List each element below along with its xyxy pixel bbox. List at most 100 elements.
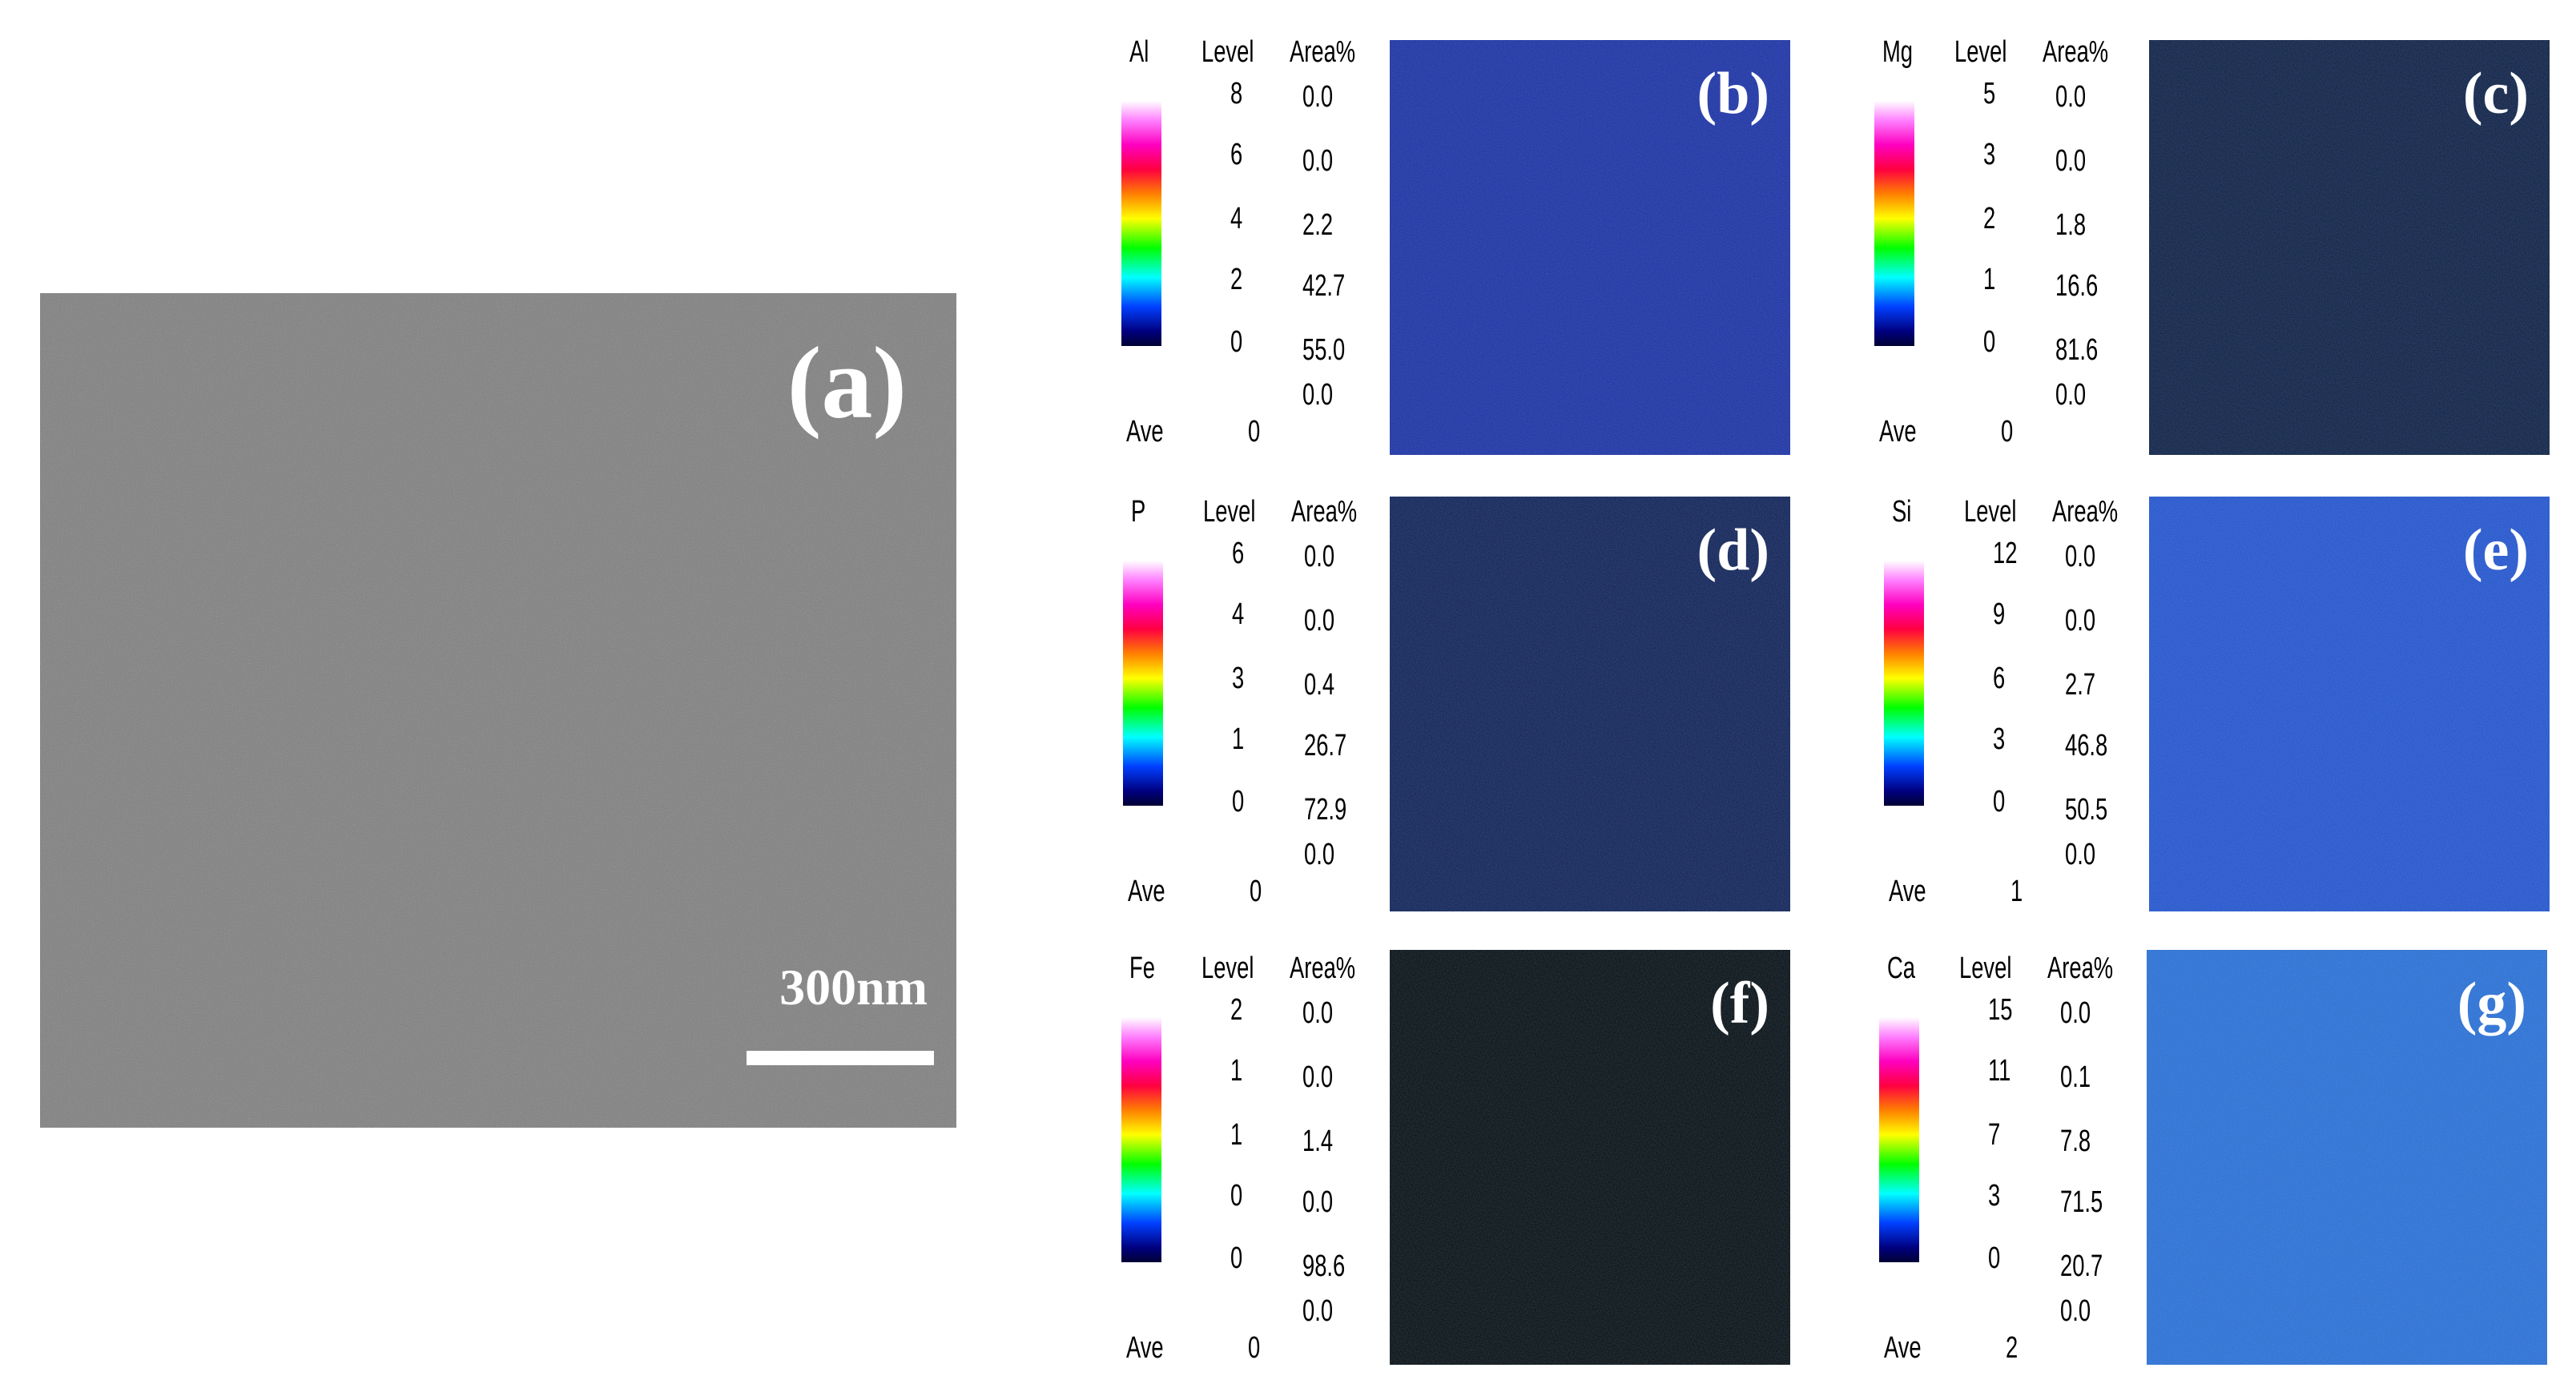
element-map-fe: (f): [1390, 950, 1790, 1365]
legend-mg: Mg Level Area% 5 3 2 1 0 0.0 0.0 1.8 16.6 81.6 0.0 Ave…: [1850, 37, 2123, 458]
element-map-al: (b): [1390, 40, 1790, 455]
panel-label: (d): [1697, 517, 1769, 583]
level-value: 9: [1993, 597, 2006, 631]
legend-si: Si Level Area% 12 9 6 3 0 0.0 0.0 2.7 46.8 50.5 0.0 Av…: [1860, 497, 2132, 918]
area-header: Area%: [1290, 35, 1356, 69]
area-value: 1.8: [2055, 208, 2087, 242]
element-map-mg: (c): [2149, 40, 2550, 455]
ave-value: 0: [2001, 415, 2014, 449]
element-name: Si: [1892, 495, 1912, 529]
level-value: 11: [1988, 1054, 2011, 1088]
level-value: 3: [1983, 138, 1996, 171]
level-value: 2: [1230, 993, 1243, 1027]
legend-p: P Level Area% 6 4 3 1 0 0.0 0.0 0.4 26.7 72.9 0.0 Ave 0: [1099, 497, 1371, 918]
area-header: Area%: [2043, 35, 2109, 69]
area-value: 0.0: [1302, 1294, 1334, 1328]
map-texture: [2149, 40, 2550, 455]
area-value: 0.0: [1304, 540, 1335, 573]
level-value: 7: [1988, 1118, 2001, 1152]
element-map-p: (d): [1390, 497, 1790, 911]
area-value: 0.0: [1302, 1185, 1334, 1219]
sem-texture: [40, 293, 956, 1128]
ave-label: Ave: [1884, 1331, 1922, 1365]
area-value: 71.5: [2060, 1185, 2103, 1219]
map-texture: [1390, 950, 1790, 1365]
level-value: 0: [1230, 1241, 1243, 1275]
area-value: 0.4: [1304, 668, 1335, 702]
area-value: 16.6: [2055, 269, 2099, 303]
level-value: 6: [1232, 537, 1245, 570]
level-value: 3: [1988, 1179, 2001, 1213]
legend-al: Al Level Area% 8 6 4 2 0 0.0 0.0 2.2 42.7 55.0 0.0 Ave…: [1097, 37, 1370, 458]
level-value: 1: [1232, 722, 1245, 756]
element-map-ca: (g): [2147, 950, 2547, 1365]
scale-bar: [747, 1051, 934, 1065]
area-value: 0.0: [2060, 996, 2091, 1030]
map-texture: [2147, 950, 2547, 1365]
area-header: Area%: [2052, 495, 2119, 529]
area-value: 0.1: [2060, 1060, 2091, 1094]
element-name: Mg: [1882, 35, 1914, 69]
level-value: 5: [1983, 77, 1996, 111]
color-scale-bar: [1874, 101, 1914, 346]
area-value: 7.8: [2060, 1124, 2091, 1158]
ave-value: 0: [1248, 1331, 1261, 1365]
color-scale-bar: [1879, 1017, 1919, 1262]
area-header: Area%: [1291, 495, 1358, 529]
level-value: 3: [1993, 722, 2006, 756]
area-value: 0.0: [2065, 540, 2096, 573]
level-header: Level: [1203, 495, 1256, 529]
element-map-si: (e): [2149, 497, 2550, 911]
area-value: 0.0: [1304, 838, 1335, 871]
ave-label: Ave: [1128, 875, 1165, 908]
element-name: Fe: [1129, 951, 1155, 985]
area-value: 0.0: [1302, 1060, 1334, 1094]
level-value: 0: [1232, 785, 1245, 819]
area-value: 2.7: [2065, 668, 2096, 702]
map-texture: [1390, 497, 1790, 911]
element-name: P: [1131, 495, 1146, 529]
level-header: Level: [1959, 951, 2012, 985]
level-value: 0: [1983, 325, 1996, 359]
level-value: 0: [1993, 785, 2006, 819]
level-value: 15: [1988, 993, 2013, 1027]
level-value: 0: [1988, 1241, 2001, 1275]
area-value: 0.0: [1302, 996, 1334, 1030]
level-header: Level: [1964, 495, 2017, 529]
ave-value: 0: [1248, 415, 1261, 449]
scale-bar-label: 300nm: [779, 959, 928, 1016]
level-value: 2: [1983, 202, 1996, 235]
level-value: 1: [1230, 1118, 1243, 1152]
area-value: 0.0: [2055, 80, 2087, 114]
ave-value: 0: [1250, 875, 1262, 908]
area-value: 98.6: [1302, 1249, 1346, 1283]
level-value: 4: [1232, 597, 1245, 631]
level-value: 1: [1983, 263, 1996, 296]
sem-image: (a) 300nm: [40, 293, 956, 1128]
ave-label: Ave: [1126, 1331, 1164, 1365]
panel-label-a: (a): [787, 326, 907, 440]
area-value: 0.0: [1302, 144, 1334, 178]
area-value: 46.8: [2065, 729, 2108, 762]
level-header: Level: [1954, 35, 2007, 69]
legend-ca: Ca Level Area% 15 11 7 3 0 0.0 0.1 7.8 71.5 20.7 0.0 A…: [1855, 953, 2127, 1374]
level-value: 0: [1230, 1179, 1243, 1213]
area-value: 0.0: [2055, 144, 2087, 178]
area-value: 2.2: [1302, 208, 1334, 242]
area-value: 81.6: [2055, 333, 2099, 367]
area-value: 0.0: [2060, 1294, 2091, 1328]
map-texture: [2149, 497, 2550, 911]
area-value: 20.7: [2060, 1249, 2103, 1283]
area-value: 72.9: [1304, 793, 1347, 827]
area-header: Area%: [1290, 951, 1356, 985]
color-scale-bar: [1121, 101, 1161, 346]
area-value: 0.0: [1304, 604, 1335, 638]
level-header: Level: [1201, 951, 1254, 985]
area-header: Area%: [2047, 951, 2114, 985]
area-value: 42.7: [1302, 269, 1346, 303]
ave-label: Ave: [1889, 875, 1926, 908]
level-value: 4: [1230, 202, 1243, 235]
ave-value: 1: [2010, 875, 2023, 908]
level-value: 12: [1993, 537, 2018, 570]
color-scale-bar: [1121, 1017, 1161, 1262]
